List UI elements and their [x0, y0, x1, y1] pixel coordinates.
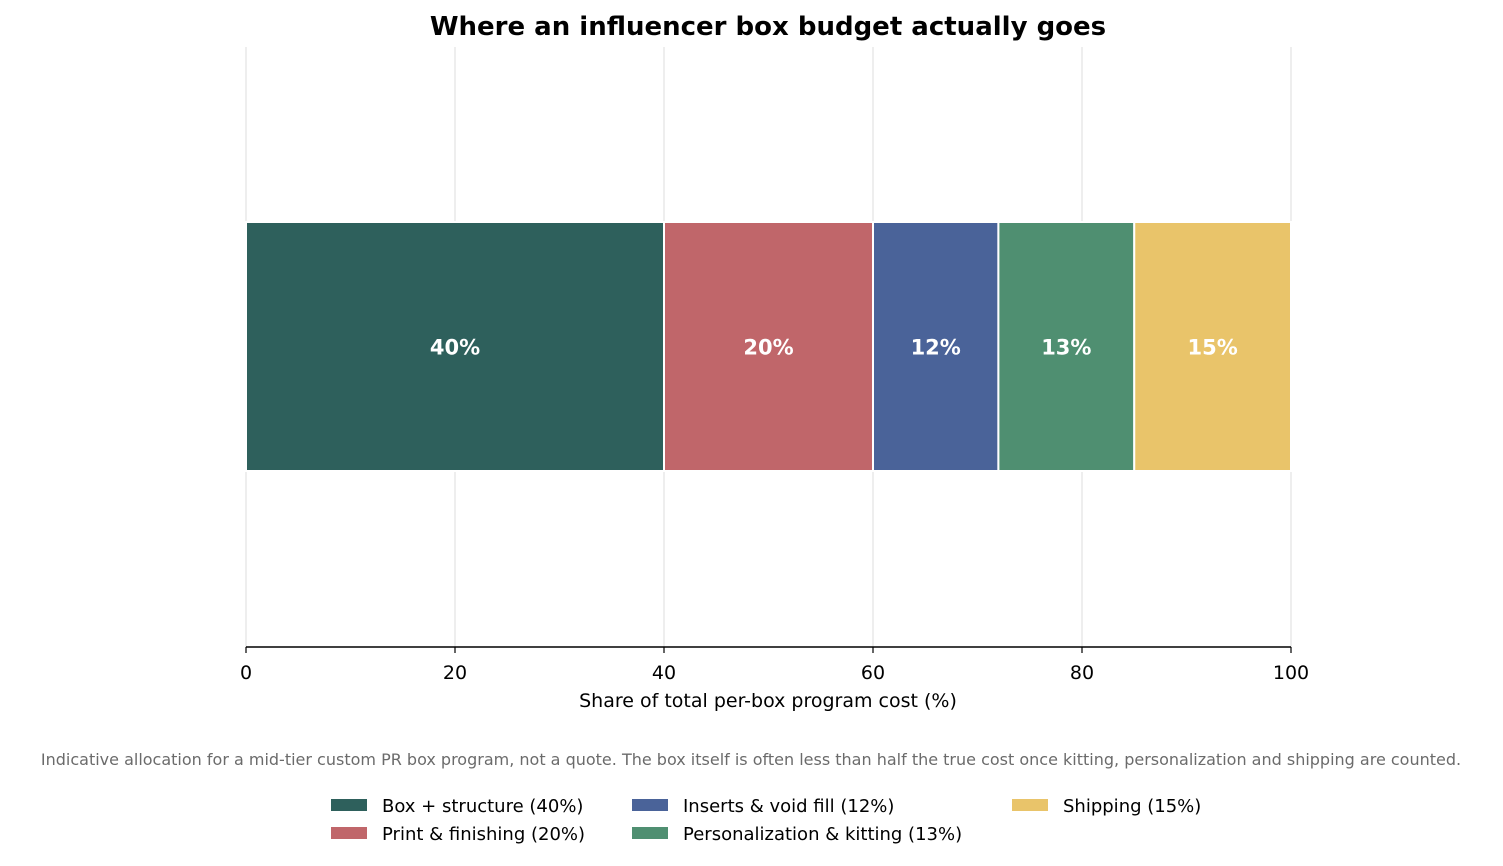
- legend-label-0: Box + structure (40%): [382, 796, 583, 817]
- x-tick-label-60: 60: [861, 662, 885, 684]
- x-tick-label-100: 100: [1273, 662, 1309, 684]
- x-tick-label-20: 20: [443, 662, 467, 684]
- chart-title: Where an influencer box budget actually …: [430, 12, 1106, 42]
- legend-swatch-3: [632, 827, 668, 839]
- bar-label-0: 40%: [430, 336, 480, 360]
- x-tick-label-80: 80: [1070, 662, 1094, 684]
- legend-swatch-2: [632, 799, 668, 811]
- bar-label-3: 13%: [1041, 336, 1091, 360]
- x-axis: 0 20 40 60 80 100: [240, 646, 1309, 684]
- bar-label-2: 12%: [911, 336, 961, 360]
- x-tick-label-0: 0: [240, 662, 252, 684]
- legend-label-4: Shipping (15%): [1063, 796, 1201, 817]
- stacked-bar: 40% 20% 12% 13% 15%: [245, 221, 1292, 472]
- bar-segment-3: [997, 221, 1136, 472]
- bar-segment-0: [245, 221, 665, 472]
- bar-label-4: 15%: [1187, 336, 1237, 360]
- legend-label-2: Inserts & void fill (12%): [683, 796, 894, 817]
- legend-swatch-0: [331, 799, 367, 811]
- legend: Box + structure (40%) Print & finishing (…: [331, 796, 1201, 845]
- bar-segment-4: [1133, 221, 1292, 472]
- x-axis-label: Share of total per-box program cost (%): [579, 690, 957, 712]
- legend-label-3: Personalization & kitting (13%): [683, 824, 962, 845]
- legend-label-1: Print & finishing (20%): [382, 824, 585, 845]
- x-tick-label-40: 40: [652, 662, 676, 684]
- chart-note: Indicative allocation for a mid-tier cus…: [41, 750, 1461, 769]
- bar-label-1: 20%: [743, 336, 793, 360]
- legend-swatch-4: [1012, 799, 1048, 811]
- legend-swatch-1: [331, 827, 367, 839]
